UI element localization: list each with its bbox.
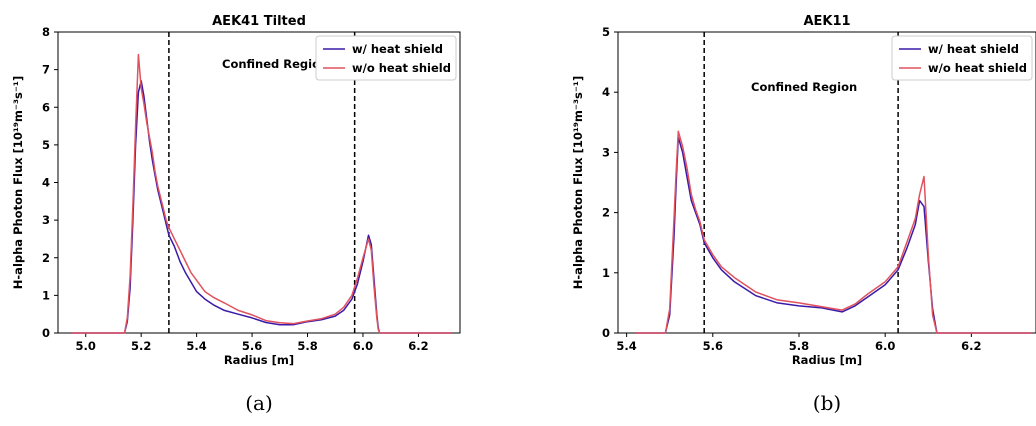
y-tick-label: 7 [42, 63, 50, 77]
y-tick-label: 4 [602, 85, 610, 99]
x-tick-label: 5.8 [297, 339, 317, 353]
legend-label: w/o heat shield [928, 61, 1027, 75]
legend-label: w/ heat shield [928, 42, 1019, 56]
y-tick-label: 5 [602, 25, 610, 39]
x-tick-label: 5.0 [76, 339, 96, 353]
x-tick-label: 6.2 [408, 339, 428, 353]
x-tick-label: 5.6 [242, 339, 262, 353]
series-line-without-shield [635, 130, 1032, 334]
legend-box [315, 35, 457, 81]
confined-region-label: Confined Region [751, 80, 857, 94]
series-line-with-shield [71, 80, 452, 334]
chart-b: AEK11 5.4 5.6 5.8 6.0 6.2 0 1 2 3 4 5 Radius [m] H-al… [571, 14, 1036, 415]
panel-caption: (b) [813, 391, 841, 415]
y-tick-label: 1 [42, 288, 50, 302]
y-tick-label: 0 [42, 326, 50, 340]
x-tick-label: 6.0 [353, 339, 373, 353]
y-tick-label: 2 [602, 206, 610, 220]
x-tick-label: 5.8 [789, 339, 809, 353]
y-tick-label: 8 [42, 25, 50, 39]
x-tick-label: 5.4 [186, 339, 206, 353]
chart-a: AEK41 Tilted 5.0 5.2 5.4 5.6 5.8 6.0 6.2 0 1 2 3 4 5 6… [11, 14, 461, 415]
chart-title: AEK41 Tilted [212, 14, 306, 29]
series-line-with-shield [635, 136, 1032, 334]
y-tick-label: 3 [42, 213, 50, 227]
legend: w/ heat shield w/o heat shield [315, 35, 457, 81]
series-line-without-shield [71, 53, 452, 334]
x-axis-label: Radius [m] [792, 353, 862, 367]
y-axis-label: H-alpha Photon Flux [10¹⁹m⁻³s⁻¹] [571, 76, 585, 289]
plot-frame [617, 31, 1036, 334]
y-tick-label: 1 [602, 266, 610, 280]
y-tick-label: 5 [42, 138, 50, 152]
y-tick-label: 4 [42, 176, 50, 190]
x-axis-label: Radius [m] [224, 353, 294, 367]
panel-caption: (a) [245, 391, 273, 415]
y-tick-label: 0 [602, 326, 610, 340]
legend: w/ heat shield w/o heat shield [891, 35, 1033, 81]
y-axis-label: H-alpha Photon Flux [10¹⁹m⁻³s⁻¹] [11, 76, 25, 289]
legend-label: w/o heat shield [352, 61, 451, 75]
x-tick-label: 6.2 [961, 339, 981, 353]
legend-box [891, 35, 1033, 81]
y-tick-label: 2 [42, 251, 50, 265]
x-tick-label: 6.0 [875, 339, 895, 353]
legend-label: w/ heat shield [352, 42, 443, 56]
x-tick-label: 5.6 [703, 339, 723, 353]
y-tick-label: 6 [42, 100, 50, 114]
chart-title: AEK11 [803, 14, 850, 29]
confined-region-label: Confined Region [222, 57, 328, 71]
x-tick-label: 5.4 [616, 339, 636, 353]
y-tick-label: 3 [602, 145, 610, 159]
x-tick-label: 5.2 [131, 339, 151, 353]
